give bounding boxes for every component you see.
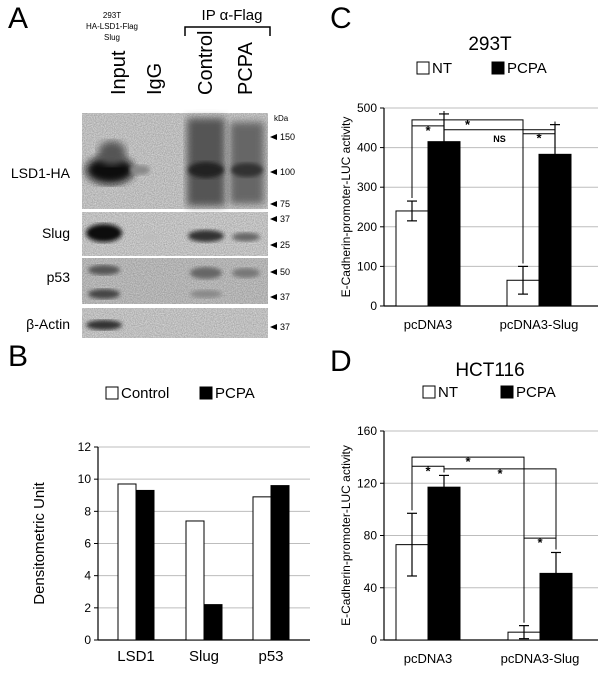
blot-beta-actin bbox=[82, 308, 268, 338]
header-cell-line: 293T bbox=[103, 11, 121, 20]
panel-letter-d: D bbox=[330, 345, 352, 378]
blot-label-p53: p53 bbox=[47, 269, 71, 285]
marker-50: 50 bbox=[280, 267, 290, 277]
blot-label-slug: Slug bbox=[42, 225, 70, 241]
panel-letter-a: A bbox=[8, 2, 29, 35]
marker-37-p53: 37 bbox=[280, 292, 290, 302]
mw-markers: 150 100 75 37 25 50 37 37 bbox=[270, 132, 295, 332]
lane-label-control: Control bbox=[195, 31, 217, 95]
panel-letter-b: B bbox=[8, 340, 29, 373]
lane-label-pcpa: PCPA bbox=[235, 41, 257, 95]
blot-label-beta-actin: β-Actin bbox=[26, 316, 70, 332]
marker-100: 100 bbox=[280, 167, 295, 177]
ip-bracket bbox=[184, 26, 271, 36]
blot-slug bbox=[82, 212, 268, 256]
blot-p53 bbox=[82, 258, 268, 304]
marker-25: 25 bbox=[280, 240, 290, 250]
marker-37-actin: 37 bbox=[280, 322, 290, 332]
header-construct: HA-LSD1-Flag bbox=[86, 22, 138, 31]
lane-label-input: Input bbox=[108, 50, 130, 95]
blot-lsd1-ha bbox=[82, 113, 268, 209]
marker-150: 150 bbox=[280, 132, 295, 142]
ip-label: IP α-Flag bbox=[202, 7, 263, 24]
panel-letter-c: C bbox=[330, 2, 352, 35]
marker-75: 75 bbox=[280, 199, 290, 209]
blot-label-lsd1-ha: LSD1-HA bbox=[11, 165, 71, 181]
kda-label: kDa bbox=[274, 114, 289, 123]
header-gene: Slug bbox=[104, 33, 120, 42]
lane-label-igg: IgG bbox=[144, 63, 166, 95]
marker-37-slug: 37 bbox=[280, 214, 290, 224]
